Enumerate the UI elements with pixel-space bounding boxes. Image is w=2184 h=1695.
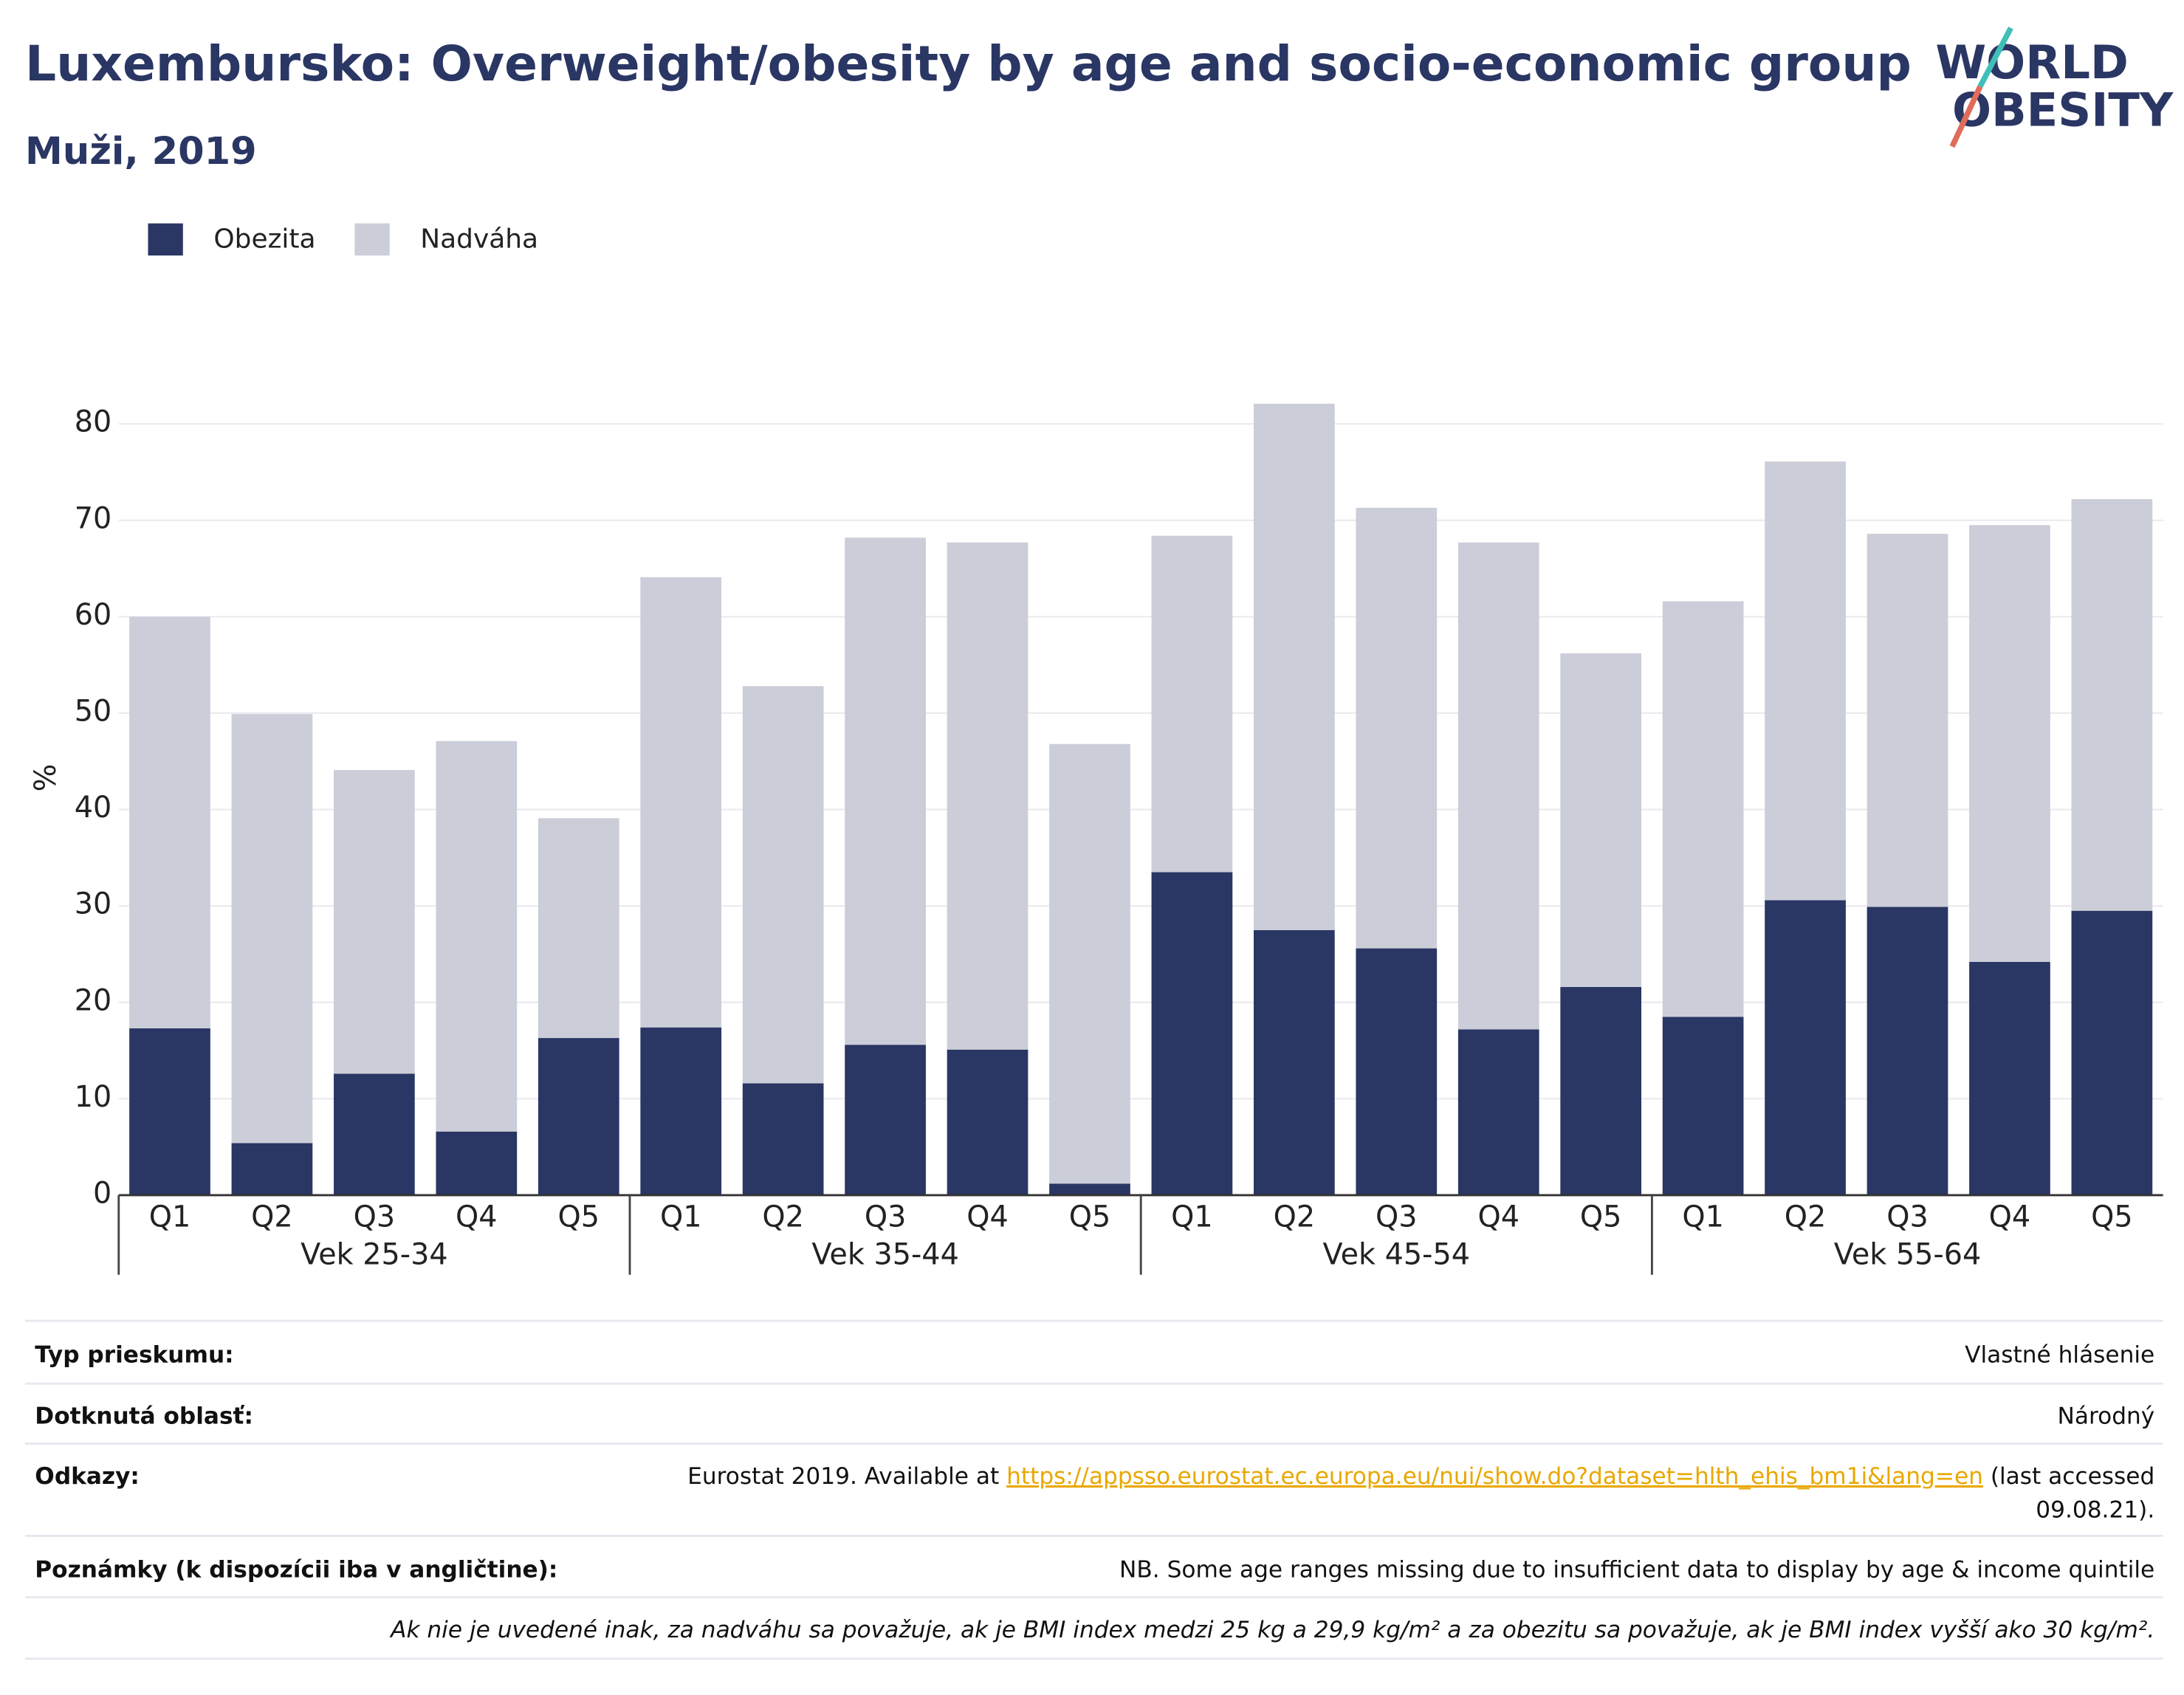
bar-segment (1765, 461, 1846, 901)
legend-swatch (148, 223, 183, 256)
bar-segment (640, 1027, 722, 1195)
group-label: Vek 55-64 (1834, 1238, 1982, 1272)
bar-segment (231, 1143, 313, 1195)
chart-subtitle: Muži, 2019 (25, 130, 257, 173)
chart-title: Luxembursko: Overweight/obesity by age a… (25, 35, 1912, 92)
reference-link: https://appsso.eurostat.ec.europa.eu/nui… (1006, 1463, 1983, 1490)
x-tick-label: Q3 (354, 1200, 396, 1234)
bar-segment (947, 542, 1029, 1050)
bar-segment (1151, 535, 1233, 873)
footer-value: 09.08.21). (2036, 1496, 2154, 1523)
bar-segment (436, 740, 518, 1132)
x-tick-label: Q3 (865, 1200, 907, 1234)
logo-text: WORLD (1935, 35, 2129, 89)
reference-text: Eurostat 2019. Available at (687, 1463, 1006, 1490)
bar-segment (1867, 534, 1948, 907)
bar-segment (334, 770, 415, 1074)
bar-segment (1969, 525, 2050, 962)
footer-label: Odkazy: (35, 1463, 140, 1490)
x-tick-label: Q1 (1682, 1200, 1724, 1234)
bar-segment (742, 686, 824, 1084)
group-label: Vek 45-54 (1323, 1238, 1471, 1272)
y-tick-label: 50 (75, 694, 112, 728)
footer-value: Národný (2058, 1403, 2155, 1430)
bar-segment (2071, 910, 2153, 1195)
bar-segment (2071, 499, 2153, 911)
x-tick-label: Q3 (1886, 1200, 1929, 1234)
logo-text: OBESITY (1952, 83, 2174, 137)
x-tick-label: Q4 (966, 1200, 1009, 1234)
y-tick-label: 70 (75, 501, 112, 535)
bar-segment (538, 818, 619, 1039)
footer-label: Typ prieskumu: (35, 1341, 233, 1368)
legend-label: Obezita (213, 224, 315, 254)
bar-segment (1457, 542, 1539, 1030)
bar-segment (1867, 907, 1948, 1195)
x-tick-label: Q1 (149, 1200, 191, 1234)
x-tick-label: Q3 (1376, 1200, 1418, 1234)
x-tick-label: Q2 (1274, 1200, 1316, 1234)
bar-segment (1765, 900, 1846, 1195)
footer-value: NB. Some age ranges missing due to insuf… (1119, 1557, 2154, 1584)
reference-text: (last accessed (1983, 1463, 2154, 1490)
x-tick-label: Q5 (2091, 1200, 2133, 1234)
x-tick-label: Q4 (1989, 1200, 2031, 1234)
bar-segment (1254, 403, 1335, 930)
y-tick-label: 30 (75, 887, 112, 921)
y-axis-label: % (29, 764, 63, 792)
x-tick-label: Q5 (1580, 1200, 1622, 1234)
y-tick-label: 40 (75, 791, 112, 825)
footer-value: Eurostat 2019. Available at https://apps… (687, 1463, 2154, 1490)
bar-segment (538, 1038, 619, 1195)
bar-segment (845, 1045, 926, 1195)
x-tick-label: Q2 (1785, 1200, 1827, 1234)
bar-segment (1560, 653, 1642, 987)
bar-segment (845, 537, 926, 1045)
bar-segment (231, 714, 313, 1144)
bar-segment (129, 1028, 210, 1195)
bar-segment (640, 577, 722, 1028)
footer-label: Poznámky (k dispozícii iba v angličtine)… (35, 1557, 557, 1584)
x-tick-label: Q2 (762, 1200, 804, 1234)
bar-segment (1049, 743, 1130, 1184)
y-tick-label: 0 (93, 1176, 111, 1210)
bar-segment (1560, 986, 1642, 1195)
x-tick-label: Q5 (1069, 1200, 1111, 1234)
y-tick-label: 20 (75, 983, 112, 1017)
logo-slash (1949, 85, 1983, 148)
x-tick-label: Q2 (251, 1200, 293, 1234)
bar-segment (436, 1131, 518, 1195)
legend-swatch (354, 223, 390, 256)
x-tick-label: Q4 (456, 1200, 498, 1234)
x-tick-label: Q1 (660, 1200, 702, 1234)
footer-note: Ak nie je uvedené inak, za nadváhu sa po… (389, 1617, 2154, 1643)
bar-segment (947, 1049, 1029, 1195)
bar-segment (1151, 872, 1233, 1195)
x-tick-label: Q5 (558, 1200, 600, 1234)
logo-slash (1977, 27, 2013, 89)
bar-segment (1356, 948, 1438, 1195)
bar-segment (1662, 1017, 1744, 1195)
bar-segment (1969, 961, 2050, 1195)
bar-segment (1662, 601, 1744, 1017)
bar-segment (742, 1083, 824, 1195)
footer-label: Dotknutá oblasť: (35, 1403, 253, 1430)
bar-segment (334, 1073, 415, 1195)
bar-segment (1356, 507, 1438, 949)
group-label: Vek 25-34 (301, 1238, 448, 1272)
x-tick-label: Q4 (1477, 1200, 1519, 1234)
legend-label: Nadváha (420, 224, 538, 254)
bar-segment (1049, 1183, 1130, 1195)
bar-segment (129, 616, 210, 1029)
footer-value: Vlastné hlásenie (1965, 1341, 2154, 1368)
y-tick-label: 60 (75, 598, 112, 632)
bar-segment (1254, 929, 1335, 1195)
bar-segment (1457, 1029, 1539, 1195)
y-tick-label: 80 (75, 405, 112, 439)
x-tick-label: Q1 (1171, 1200, 1213, 1234)
y-tick-label: 10 (75, 1080, 112, 1114)
group-label: Vek 35-44 (811, 1238, 959, 1272)
